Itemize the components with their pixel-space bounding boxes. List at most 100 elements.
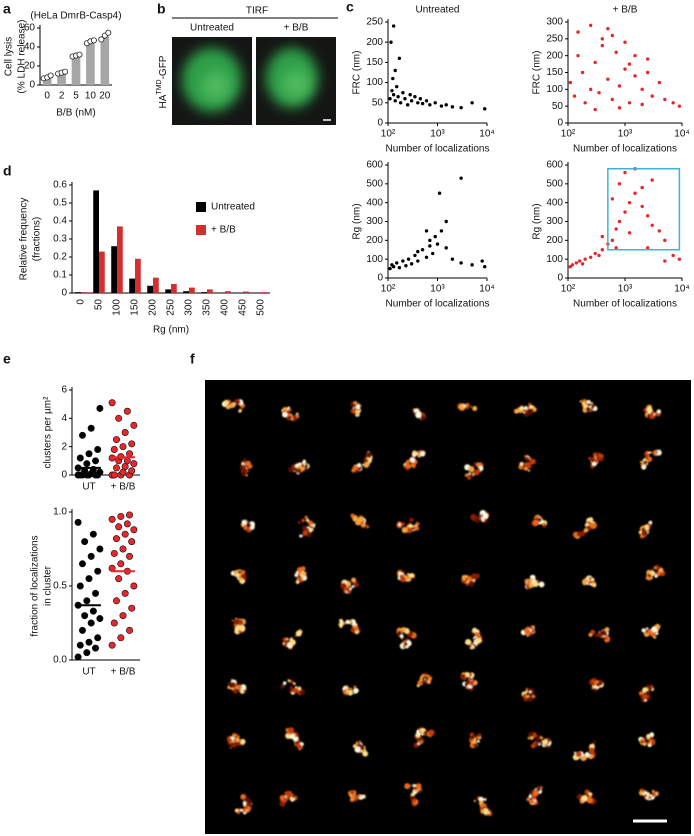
point <box>597 91 601 95</box>
point <box>640 204 644 209</box>
cluster-spot <box>478 796 484 802</box>
cluster-spot <box>243 458 246 461</box>
cluster-spot <box>235 573 240 578</box>
point <box>112 535 120 543</box>
point <box>470 263 474 267</box>
point <box>87 619 95 627</box>
point <box>610 238 615 243</box>
point <box>401 91 405 95</box>
cluster-spot <box>589 576 592 580</box>
point <box>87 552 95 560</box>
point <box>76 454 84 462</box>
chart-title: (HeLa DmrB-Casp4) <box>30 11 121 22</box>
point <box>645 70 650 75</box>
x-tick-label: 200 <box>148 299 159 316</box>
point <box>94 634 102 642</box>
cluster-spot <box>586 399 591 404</box>
y-tick-label: 1.0 <box>53 507 67 518</box>
cluster-spot <box>536 579 540 583</box>
point <box>483 265 487 269</box>
replicate-point <box>98 36 105 43</box>
cluster-spot <box>644 794 647 798</box>
chart-title: + B/B <box>613 5 638 16</box>
cluster-spot <box>483 798 487 802</box>
bar <box>81 292 87 293</box>
point <box>126 511 134 519</box>
point <box>617 106 622 110</box>
point <box>78 431 86 439</box>
cluster-spot <box>470 513 477 521</box>
cluster-spot <box>532 789 539 797</box>
cluster-spot <box>524 628 531 635</box>
cluster-spot <box>237 689 240 693</box>
point <box>391 93 396 97</box>
point <box>588 87 593 92</box>
cluster-spot <box>473 799 477 803</box>
cluster-spot <box>650 568 654 572</box>
point <box>405 103 410 107</box>
point <box>627 101 632 105</box>
cluster-spot <box>404 783 411 790</box>
point <box>583 101 587 105</box>
cluster-spot <box>646 797 650 800</box>
cluster-spot <box>353 401 357 405</box>
point <box>81 612 89 620</box>
cluster-spot <box>586 796 593 803</box>
cluster-spot <box>357 463 362 468</box>
cluster-spot <box>232 733 236 737</box>
y-tick-label: 250 <box>546 33 563 44</box>
point <box>614 227 618 231</box>
y-axis-label: clusters per µm² <box>43 396 54 469</box>
y-axis-label: Relative frequency <box>19 198 30 281</box>
y-tick-label: 50 <box>552 101 564 112</box>
point <box>576 30 580 34</box>
cluster-spot <box>643 460 648 465</box>
point <box>623 210 627 214</box>
cluster-spot <box>583 528 588 533</box>
y-tick-label: 4 <box>61 413 67 424</box>
cluster-spot <box>466 475 470 478</box>
y-tick-label: 100 <box>366 77 383 88</box>
point <box>388 266 392 271</box>
cluster-spot <box>231 619 234 622</box>
cluster-spot <box>474 631 481 638</box>
cluster-spot <box>590 522 597 530</box>
column-label: + B/B <box>284 23 309 34</box>
cluster-spot <box>367 451 372 457</box>
point <box>74 653 82 661</box>
point <box>418 97 423 101</box>
y-tick-label: 0.4 <box>53 216 67 227</box>
cluster-spot <box>472 406 478 412</box>
point <box>450 257 455 261</box>
cluster-spot <box>295 580 300 584</box>
cluster-spot <box>522 694 527 698</box>
point <box>633 191 637 195</box>
panel-label: f <box>190 351 195 367</box>
bar <box>57 72 66 85</box>
bar <box>225 291 231 293</box>
cluster-spot <box>238 409 242 413</box>
cluster-spot <box>488 808 492 811</box>
bar <box>165 289 171 293</box>
cluster-spot <box>419 451 426 457</box>
point <box>409 262 414 266</box>
x-tick-label: 50 <box>94 299 105 311</box>
point <box>391 76 395 81</box>
cluster-spot <box>577 531 583 537</box>
point <box>459 176 463 180</box>
cluster-spot <box>364 749 367 752</box>
cluster-spot <box>651 792 656 797</box>
x-axis-label: Number of localizations <box>386 299 490 310</box>
point <box>671 253 675 258</box>
x-tick-label: 10² <box>381 129 396 140</box>
cluster-spot <box>527 408 534 415</box>
point <box>424 255 429 259</box>
cluster-spot <box>399 576 406 583</box>
micrograph-grid <box>205 380 691 834</box>
x-tick-label: UT <box>82 667 95 678</box>
cluster-spot <box>542 522 546 526</box>
point <box>671 101 675 105</box>
point <box>677 257 682 261</box>
cluster-spot <box>538 581 545 588</box>
cluster-spot <box>480 514 484 517</box>
